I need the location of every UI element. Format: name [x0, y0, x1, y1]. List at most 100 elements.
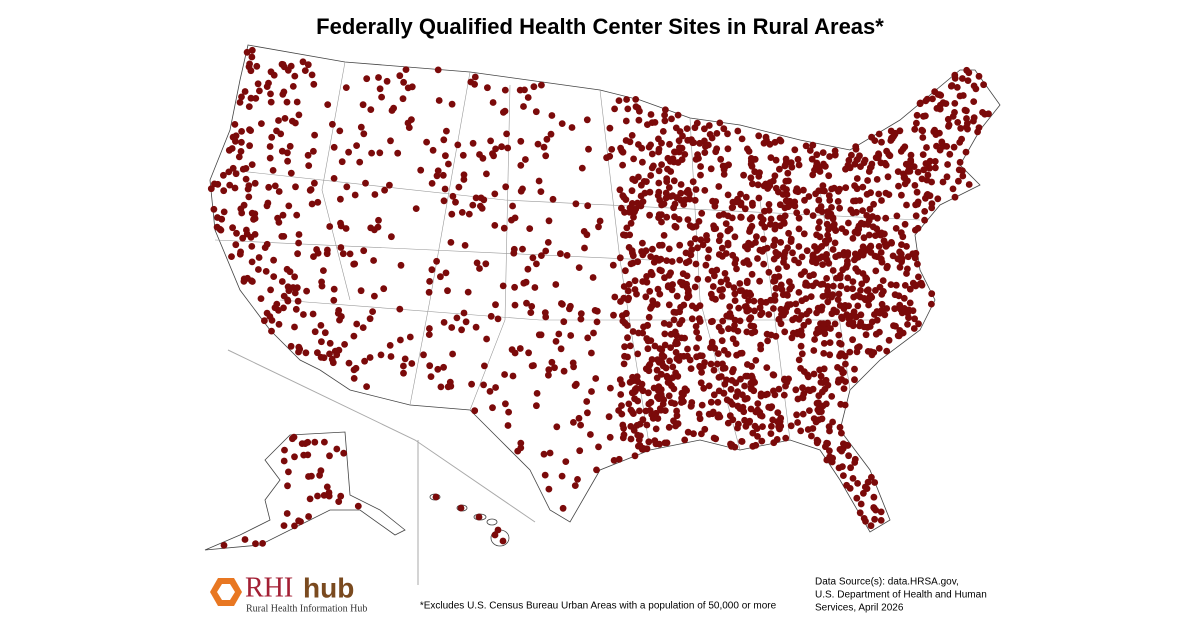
- site-dot: [626, 231, 634, 239]
- site-dot: [846, 164, 854, 172]
- site-dot: [313, 246, 320, 253]
- site-dot: [904, 321, 911, 328]
- site-dot: [658, 393, 665, 401]
- site-dot: [820, 320, 827, 327]
- site-dot: [577, 310, 585, 317]
- site-dot: [668, 286, 676, 294]
- site-dot: [517, 162, 525, 169]
- site-dot: [645, 362, 653, 369]
- site-dot: [278, 147, 286, 155]
- site-dot: [775, 251, 783, 258]
- site-dot: [697, 379, 705, 387]
- site-dot: [640, 323, 647, 331]
- site-dot: [865, 231, 873, 239]
- site-dot: [367, 106, 375, 113]
- site-dot: [618, 380, 626, 388]
- site-dot: [646, 211, 653, 219]
- site-dot: [756, 277, 763, 285]
- site-dot: [655, 135, 662, 143]
- site-dot: [462, 318, 470, 326]
- site-dot: [838, 350, 846, 358]
- site-dot: [776, 214, 784, 222]
- site-dot: [716, 119, 724, 127]
- site-dot: [525, 349, 532, 357]
- site-dot: [345, 148, 352, 156]
- site-dot: [326, 223, 334, 230]
- site-dot: [690, 430, 697, 438]
- site-dot: [293, 211, 301, 219]
- site-dot: [748, 372, 756, 380]
- site-dot: [396, 72, 404, 80]
- site-dot: [826, 351, 834, 359]
- site-dot: [675, 216, 683, 223]
- site-dot: [311, 131, 318, 139]
- site-dot: [741, 382, 748, 390]
- site-dot: [963, 66, 971, 74]
- site-dot: [860, 295, 868, 302]
- site-dot: [705, 246, 713, 254]
- site-dot: [289, 83, 297, 90]
- site-dot: [823, 439, 830, 447]
- site-dot: [862, 517, 869, 525]
- site-dot: [619, 148, 627, 156]
- site-dot: [708, 134, 716, 142]
- site-dot: [722, 220, 730, 228]
- site-dot: [655, 145, 663, 153]
- site-dot: [366, 315, 374, 323]
- site-dot: [429, 146, 437, 154]
- site-dot: [406, 333, 414, 341]
- site-dot: [652, 409, 660, 417]
- site-dot: [670, 316, 678, 324]
- site-dot: [383, 77, 391, 85]
- site-dot: [951, 71, 959, 79]
- site-dot: [302, 349, 310, 357]
- site-dot: [921, 216, 928, 224]
- site-dot: [670, 177, 678, 185]
- site-dot: [242, 175, 250, 183]
- site-dot: [740, 171, 747, 179]
- site-dot: [458, 326, 465, 334]
- site-dot: [517, 187, 525, 195]
- site-dot: [545, 366, 553, 374]
- site-dot: [647, 268, 655, 276]
- site-dot: [271, 182, 279, 190]
- site-dot: [745, 297, 752, 304]
- site-dot: [781, 328, 789, 336]
- site-dot: [359, 101, 367, 109]
- site-dot: [791, 146, 799, 154]
- site-dot: [283, 510, 291, 517]
- site-dot: [390, 104, 397, 112]
- site-dot: [595, 443, 602, 451]
- site-dot: [584, 334, 592, 342]
- site-dot: [697, 171, 704, 179]
- site-dot: [723, 396, 731, 404]
- site-dot: [388, 233, 395, 241]
- site-dot: [737, 375, 744, 383]
- site-dot: [528, 303, 536, 310]
- site-dot: [754, 181, 762, 189]
- site-dot: [563, 252, 571, 259]
- site-dot: [887, 281, 895, 288]
- site-dot: [836, 446, 844, 453]
- site-dot: [678, 394, 685, 402]
- site-dot: [255, 266, 262, 273]
- site-dot: [758, 437, 766, 445]
- site-dot: [951, 109, 958, 116]
- site-dot: [681, 334, 688, 342]
- site-dot: [492, 301, 499, 309]
- site-dot: [747, 155, 755, 162]
- site-dot: [888, 135, 896, 143]
- site-dot: [291, 72, 299, 80]
- site-dot: [342, 84, 350, 91]
- site-dot: [871, 515, 878, 523]
- site-dot: [872, 267, 880, 275]
- site-dot: [339, 250, 347, 258]
- site-dot: [489, 99, 497, 106]
- site-dot: [787, 235, 795, 243]
- site-dot: [748, 214, 756, 221]
- site-dot: [511, 283, 518, 291]
- site-dot: [688, 399, 696, 406]
- site-dot: [750, 297, 758, 305]
- site-dot: [605, 413, 613, 421]
- site-dot: [386, 342, 394, 349]
